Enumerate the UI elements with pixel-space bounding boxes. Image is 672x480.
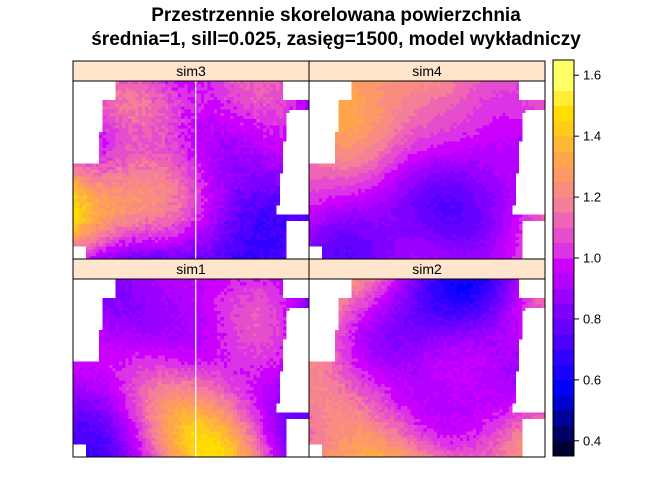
title-line: Przestrzennie skorelowana powierzchnia [151,5,521,26]
panel-label: sim1 [176,261,206,277]
colorbar-bin [553,440,574,457]
chart-title: Przestrzennie skorelowana powierzchnia ś… [0,4,672,52]
colorbar-bin [553,425,574,442]
colorbar: 0.4 0.6 0.8 1.0 1.2 1.4 1.6 [552,59,601,457]
colorbar-bin [553,212,574,228]
raster-cells [73,81,310,260]
colorbar-bin [553,120,574,137]
panel-sim3: sim3 [72,60,310,260]
colorbar-bin [553,364,574,381]
colorbar-bin [553,379,574,396]
colorbar-bin [553,197,574,213]
colorbar-bin [553,288,574,304]
colorbar-bin [553,410,574,426]
raster-cells [73,279,310,458]
colorbar-bin [553,151,574,167]
panel-border [308,278,546,458]
panel-grid: sim3 sim4 sim1 sim2 [72,60,546,458]
colorbar-bin [553,334,574,350]
panel-label: sim3 [176,63,206,79]
colorbar-bin [553,136,574,152]
colorbar-bin [553,303,574,320]
colorbar-bin [553,227,574,244]
panel-label: sim2 [412,261,442,277]
raster-cells [309,81,546,260]
colorbar-bin [553,60,574,76]
colorbar-bin [553,105,574,122]
colorbar-tick-label: 0.6 [583,372,601,387]
panel-label: sim4 [412,63,442,79]
colorbar-bin [553,90,574,106]
raster-cells [309,279,546,458]
colorbar-bin [553,166,574,183]
colorbar-bin [553,258,574,274]
panel-sim1: sim1 [72,258,310,458]
colorbar-bin [553,318,574,335]
panel-sim4: sim4 [308,60,546,260]
subtitle-line: średnia=1, sill=0.025, zasięg=1500, mode… [91,29,581,50]
colorbar-tick-label: 0.8 [583,311,601,326]
colorbar-bin [553,349,574,365]
colorbar-bin [553,242,574,259]
colorbar-tick-label: 1.4 [583,129,601,144]
colorbar-bin [553,273,574,289]
colorbar-tick-label: 1.6 [583,68,601,83]
colorbar-bin [553,395,574,411]
colorbar-bin [553,181,574,198]
colorbar-tick-label: 1.0 [583,251,601,266]
panel-sim2: sim2 [308,258,546,458]
colorbar-tick-label: 1.2 [583,190,601,205]
colorbar-tick-label: 0.4 [583,433,601,448]
colorbar-bin [553,75,574,91]
